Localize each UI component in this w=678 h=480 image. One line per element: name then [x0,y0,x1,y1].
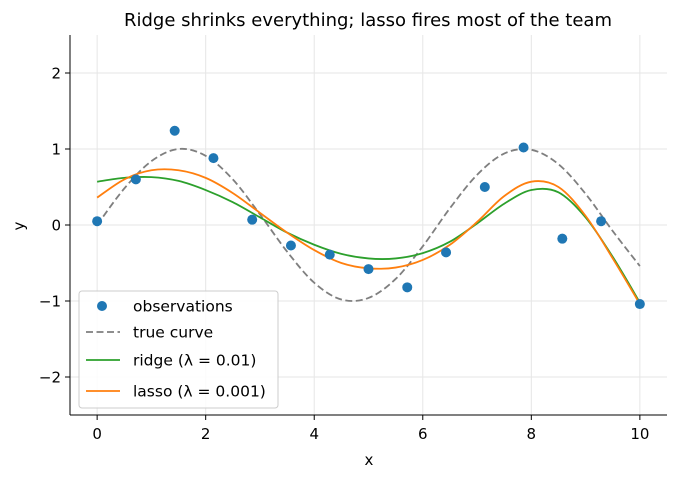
observation-point-8 [402,282,413,293]
observation-point-9 [441,247,452,258]
observation-point-5 [285,240,296,251]
observation-point-12 [557,233,568,244]
legend-box [78,290,279,409]
x-tick-label-1: 2 [201,425,211,443]
y-tick-label-0: −2 [39,369,61,387]
observation-point-1 [130,174,141,185]
y-tick-label-3: 1 [51,141,61,159]
legend-label-3: lasso (λ = 0.001) [133,383,266,401]
legend-label-2: ridge (λ = 0.01) [133,352,256,370]
y-axis-label: y [10,221,28,230]
observation-points [92,125,645,310]
legend: observations true curve ridge (λ = 0.01) la… [78,290,279,409]
observation-point-11 [518,142,529,153]
y-ticks: −2 −1 0 1 2 [39,65,70,387]
series-line-true [96,147,641,302]
observation-point-0 [92,216,103,227]
observation-point-6 [324,249,335,260]
legend-marker-0 [97,301,107,311]
observation-point-4 [247,214,258,225]
x-ticks: 0 2 4 6 8 10 [92,415,649,443]
x-tick-label-4: 8 [527,425,537,443]
observation-point-14 [634,299,645,310]
observation-point-3 [208,153,219,164]
y-tick-label-2: 0 [51,217,61,235]
legend-label-0: observations [133,298,233,316]
observation-point-13 [596,216,607,227]
observation-point-7 [363,264,374,275]
chart-title: Ridge shrinks everything; lasso fires mo… [124,10,612,31]
x-axis-label: x [365,451,374,469]
y-tick-label-4: 2 [51,65,61,83]
x-tick-label-0: 0 [92,425,102,443]
x-tick-label-5: 10 [630,425,649,443]
x-tick-label-3: 6 [418,425,428,443]
observation-point-2 [169,125,180,136]
legend-label-1: true curve [133,324,213,342]
x-tick-label-2: 4 [309,425,319,443]
observation-point-10 [479,182,490,192]
series-line-ridge [97,176,641,303]
y-tick-label-1: −1 [39,293,61,311]
